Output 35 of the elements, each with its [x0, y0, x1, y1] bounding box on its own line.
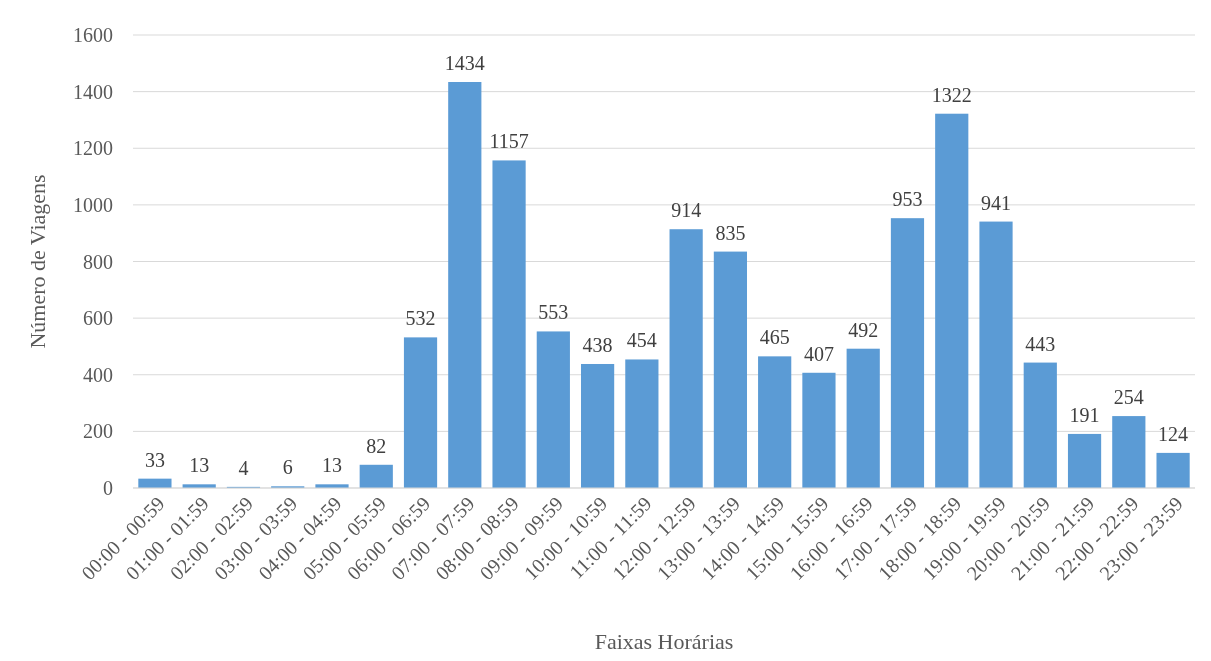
data-label: 953 [892, 188, 923, 211]
data-label: 941 [981, 191, 1012, 214]
data-label: 465 [759, 326, 790, 349]
data-label: 443 [1025, 332, 1056, 355]
data-label: 1157 [489, 130, 529, 153]
y-tick-label: 1600 [73, 24, 113, 46]
data-label: 914 [671, 199, 702, 222]
y-tick-label: 1400 [73, 80, 113, 103]
y-tick-label: 800 [83, 250, 113, 273]
data-label: 13 [189, 454, 210, 477]
y-tick-label: 0 [103, 477, 113, 499]
data-label: 438 [582, 333, 613, 356]
y-axis-title: Número de Viagens [25, 174, 50, 349]
data-label: 1322 [931, 83, 972, 106]
data-label: 124 [1158, 422, 1189, 445]
y-tick-label: 1000 [73, 193, 113, 216]
data-label: 33 [144, 448, 165, 471]
data-label: 6 [282, 456, 293, 479]
data-label: 13 [321, 454, 342, 477]
data-label: 254 [1113, 386, 1144, 409]
data-label: 191 [1069, 403, 1100, 426]
data-label: 553 [538, 301, 569, 324]
data-label: 4 [238, 456, 249, 479]
data-label: 1434 [444, 52, 485, 74]
y-tick-label: 200 [83, 420, 113, 443]
data-label: 454 [626, 329, 657, 352]
y-tick-label: 400 [83, 363, 113, 386]
y-tick-label: 600 [83, 307, 113, 330]
x-axis-title: Faixas Horárias [594, 629, 734, 654]
data-label: 82 [366, 434, 387, 457]
data-label: 835 [715, 221, 746, 244]
data-label: 492 [848, 318, 879, 341]
data-label: 407 [803, 342, 834, 365]
data-label: 532 [405, 307, 436, 330]
y-tick-label: 1200 [73, 137, 113, 160]
